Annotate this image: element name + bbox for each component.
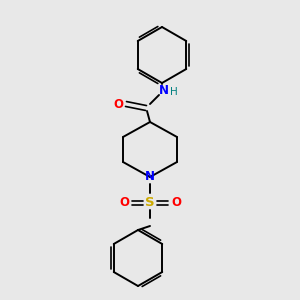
Text: O: O xyxy=(119,196,129,209)
Text: H: H xyxy=(170,87,178,97)
Text: N: N xyxy=(159,83,169,97)
Text: O: O xyxy=(171,196,181,209)
Text: N: N xyxy=(145,170,155,184)
Text: O: O xyxy=(113,98,123,110)
Text: S: S xyxy=(145,196,155,209)
